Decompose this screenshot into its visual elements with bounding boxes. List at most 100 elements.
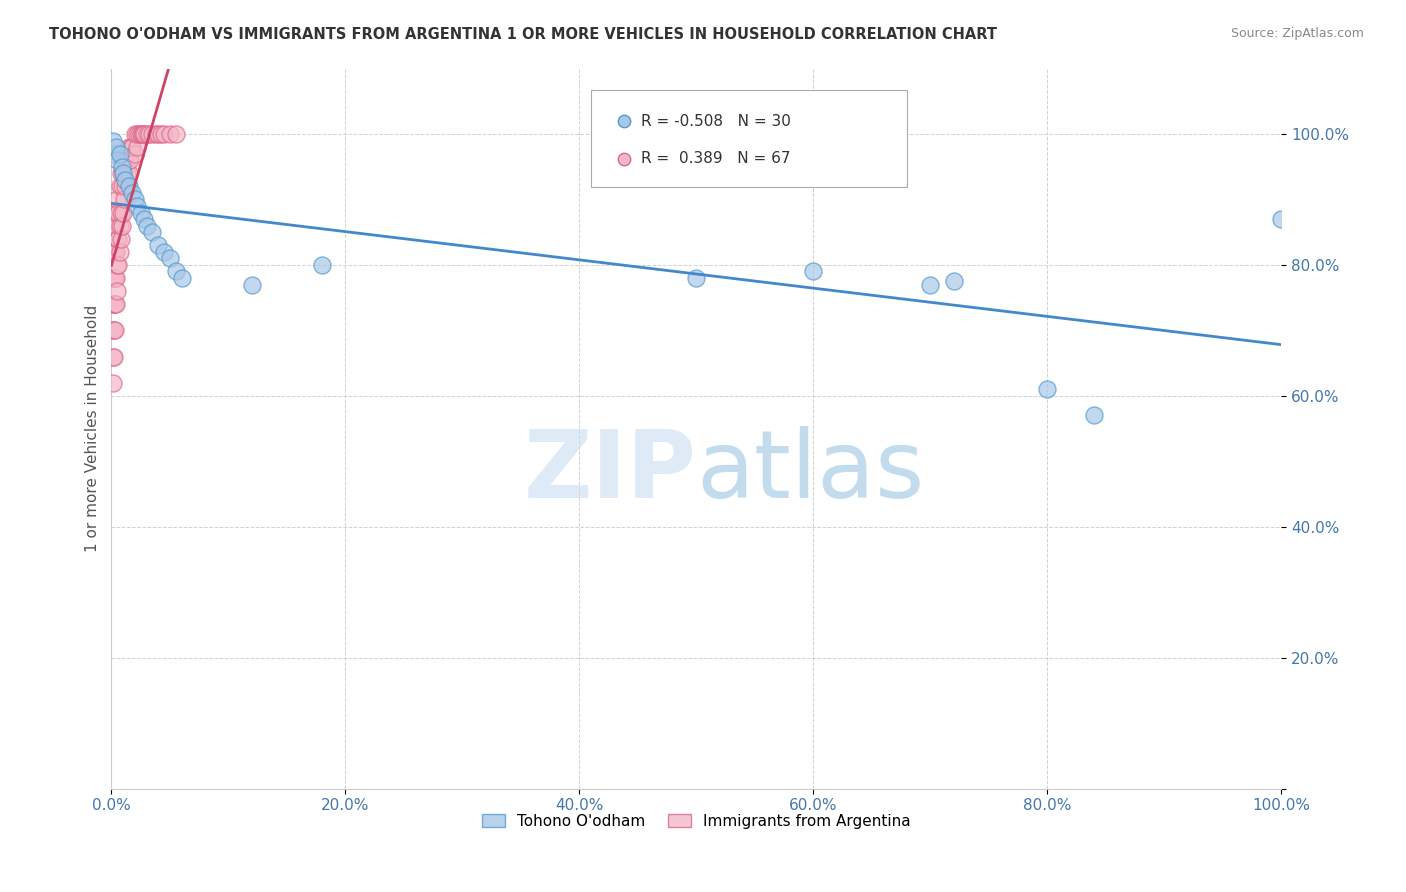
- Point: [108, 179, 131, 194]
- Point: [103, 244, 125, 259]
- Point: [101, 323, 124, 337]
- Point: [132, 127, 155, 141]
- Point: [105, 258, 128, 272]
- Point: [104, 244, 127, 259]
- Point: [124, 146, 146, 161]
- Point: [685, 271, 707, 285]
- Point: [103, 323, 125, 337]
- Point: [112, 153, 135, 168]
- Point: [148, 127, 170, 141]
- Point: [111, 179, 134, 194]
- Text: atlas: atlas: [696, 425, 925, 517]
- Point: [107, 205, 129, 219]
- Point: [105, 232, 128, 246]
- Point: [114, 179, 136, 194]
- Point: [108, 146, 131, 161]
- Point: [105, 140, 128, 154]
- Point: [101, 350, 124, 364]
- Point: [118, 179, 141, 194]
- Point: [114, 153, 136, 168]
- Point: [127, 127, 149, 141]
- Point: [107, 258, 129, 272]
- Point: [134, 212, 156, 227]
- Point: [110, 232, 132, 246]
- Point: [104, 297, 127, 311]
- Point: [311, 258, 333, 272]
- Point: [101, 134, 124, 148]
- Point: [159, 127, 181, 141]
- Point: [101, 376, 124, 390]
- Point: [135, 127, 157, 141]
- FancyBboxPatch shape: [591, 90, 907, 187]
- Point: [103, 350, 125, 364]
- Point: [240, 277, 263, 292]
- Point: [942, 274, 965, 288]
- Point: [613, 175, 636, 189]
- Point: [105, 297, 128, 311]
- Text: TOHONO O'ODHAM VS IMMIGRANTS FROM ARGENTINA 1 OR MORE VEHICLES IN HOUSEHOLD CORR: TOHONO O'ODHAM VS IMMIGRANTS FROM ARGENT…: [49, 27, 997, 42]
- Legend: Tohono O'odham, Immigrants from Argentina: Tohono O'odham, Immigrants from Argentin…: [475, 807, 917, 835]
- Point: [613, 209, 636, 223]
- Point: [153, 244, 176, 259]
- Point: [103, 297, 125, 311]
- Point: [110, 205, 132, 219]
- Point: [112, 193, 135, 207]
- Point: [114, 173, 136, 187]
- Point: [134, 127, 156, 141]
- Text: Source: ZipAtlas.com: Source: ZipAtlas.com: [1230, 27, 1364, 40]
- Point: [127, 199, 149, 213]
- Point: [159, 252, 181, 266]
- Point: [121, 140, 143, 154]
- Point: [105, 193, 128, 207]
- Point: [111, 219, 134, 233]
- Point: [118, 140, 141, 154]
- Point: [103, 219, 125, 233]
- Point: [148, 238, 170, 252]
- Point: [801, 264, 824, 278]
- Point: [129, 205, 152, 219]
- Point: [101, 244, 124, 259]
- Point: [124, 193, 146, 207]
- Point: [127, 140, 149, 154]
- Point: [165, 127, 187, 141]
- Point: [101, 271, 124, 285]
- Y-axis label: 1 or more Vehicles in Household: 1 or more Vehicles in Household: [86, 305, 100, 552]
- Point: [104, 271, 127, 285]
- Point: [1270, 212, 1292, 227]
- Point: [165, 264, 187, 278]
- Point: [128, 127, 150, 141]
- Point: [1083, 409, 1105, 423]
- Point: [104, 323, 127, 337]
- Point: [105, 284, 128, 298]
- Point: [153, 127, 176, 141]
- Point: [105, 271, 128, 285]
- Point: [131, 127, 153, 141]
- Point: [108, 219, 131, 233]
- Text: R =  0.389   N = 67: R = 0.389 N = 67: [641, 151, 790, 166]
- Text: R = -0.508   N = 30: R = -0.508 N = 30: [641, 113, 792, 128]
- Point: [145, 127, 167, 141]
- Point: [141, 127, 163, 141]
- Point: [120, 140, 142, 154]
- Point: [104, 219, 127, 233]
- Point: [105, 244, 128, 259]
- Point: [118, 166, 141, 180]
- Point: [149, 127, 172, 141]
- Point: [105, 205, 128, 219]
- Point: [117, 153, 139, 168]
- Point: [120, 153, 142, 168]
- Point: [107, 232, 129, 246]
- Point: [138, 127, 160, 141]
- Point: [101, 297, 124, 311]
- Point: [112, 166, 135, 180]
- Point: [108, 244, 131, 259]
- Point: [135, 219, 157, 233]
- Text: ZIP: ZIP: [523, 425, 696, 517]
- Point: [111, 160, 134, 174]
- Point: [121, 186, 143, 200]
- Point: [1036, 382, 1059, 396]
- Point: [105, 153, 128, 168]
- Point: [129, 127, 152, 141]
- Point: [124, 127, 146, 141]
- Point: [920, 277, 942, 292]
